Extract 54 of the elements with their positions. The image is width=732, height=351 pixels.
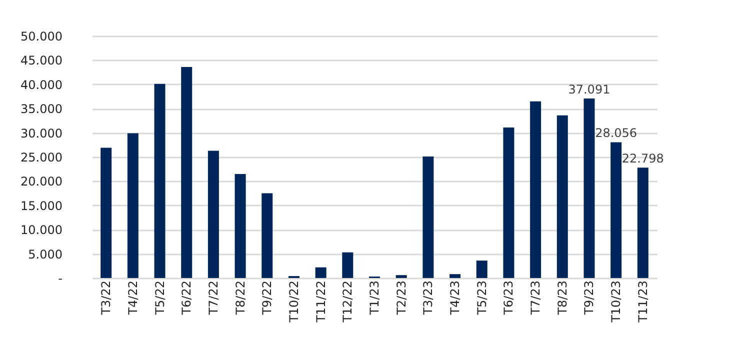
bar: [476, 260, 488, 278]
bar: [584, 98, 595, 278]
bar: [234, 174, 246, 278]
bar: [530, 101, 542, 278]
x-tick-label: T4/23: [448, 280, 462, 316]
x-tick-label: T7/23: [528, 280, 543, 316]
x-tick-label: T11/23: [636, 280, 650, 324]
x-tick-label: T12/22: [340, 280, 355, 324]
x-tick-label: T8/23: [555, 280, 570, 316]
bar: [450, 274, 461, 278]
bar: [637, 168, 648, 278]
bar: [396, 275, 407, 278]
y-tick-label: 20.000: [20, 174, 62, 189]
bar: [154, 84, 166, 278]
bar: [422, 156, 434, 278]
x-tick-label: T7/22: [206, 280, 220, 316]
y-tick-label: 35.000: [20, 102, 62, 116]
bar: [342, 252, 354, 278]
bar: [556, 115, 568, 278]
y-tick-label: 15.000: [20, 198, 62, 213]
x-tick-label: T2/23: [394, 280, 408, 316]
x-tick-label: T3/23: [421, 280, 436, 316]
bar: [181, 66, 192, 278]
bar: [503, 127, 514, 278]
bar: [208, 150, 219, 278]
bar: [100, 148, 112, 278]
bar: [610, 142, 622, 278]
bar: [315, 267, 326, 278]
x-tick-label: T6/23: [502, 280, 516, 316]
x-tick-label: T3/22: [99, 280, 114, 316]
y-tick-label: 25.000: [20, 150, 62, 164]
y-tick-label: 40.000: [20, 78, 62, 92]
x-tick-label: T9/22: [260, 280, 274, 316]
y-tick-label: 50.000: [20, 30, 62, 44]
y-tick-label: 30.000: [20, 126, 62, 140]
x-tick-label: T10/23: [609, 280, 624, 324]
x-tick-label: T10/22: [286, 280, 301, 324]
data-label: 28.056: [595, 126, 638, 140]
data-label: 22.798: [622, 152, 664, 166]
x-tick-label: T9/23: [582, 280, 596, 316]
x-tick-label: T1/23: [368, 280, 382, 316]
x-tick-label: T5/23: [474, 280, 489, 316]
x-tick-label: T6/22: [180, 280, 194, 316]
x-tick-label: T8/22: [233, 280, 248, 316]
y-tick-label: 45.000: [20, 54, 62, 68]
bar: [127, 133, 138, 278]
y-tick-label: -: [58, 272, 62, 286]
bar: [262, 193, 273, 278]
x-tick-label: T4/22: [126, 280, 140, 316]
y-tick-label: 5.000: [28, 247, 62, 262]
x-tick-label: T11/22: [314, 280, 328, 324]
data-label: 37.091: [568, 82, 610, 96]
x-tick-label: T5/22: [152, 280, 167, 316]
y-tick-label: 10.000: [20, 223, 62, 238]
